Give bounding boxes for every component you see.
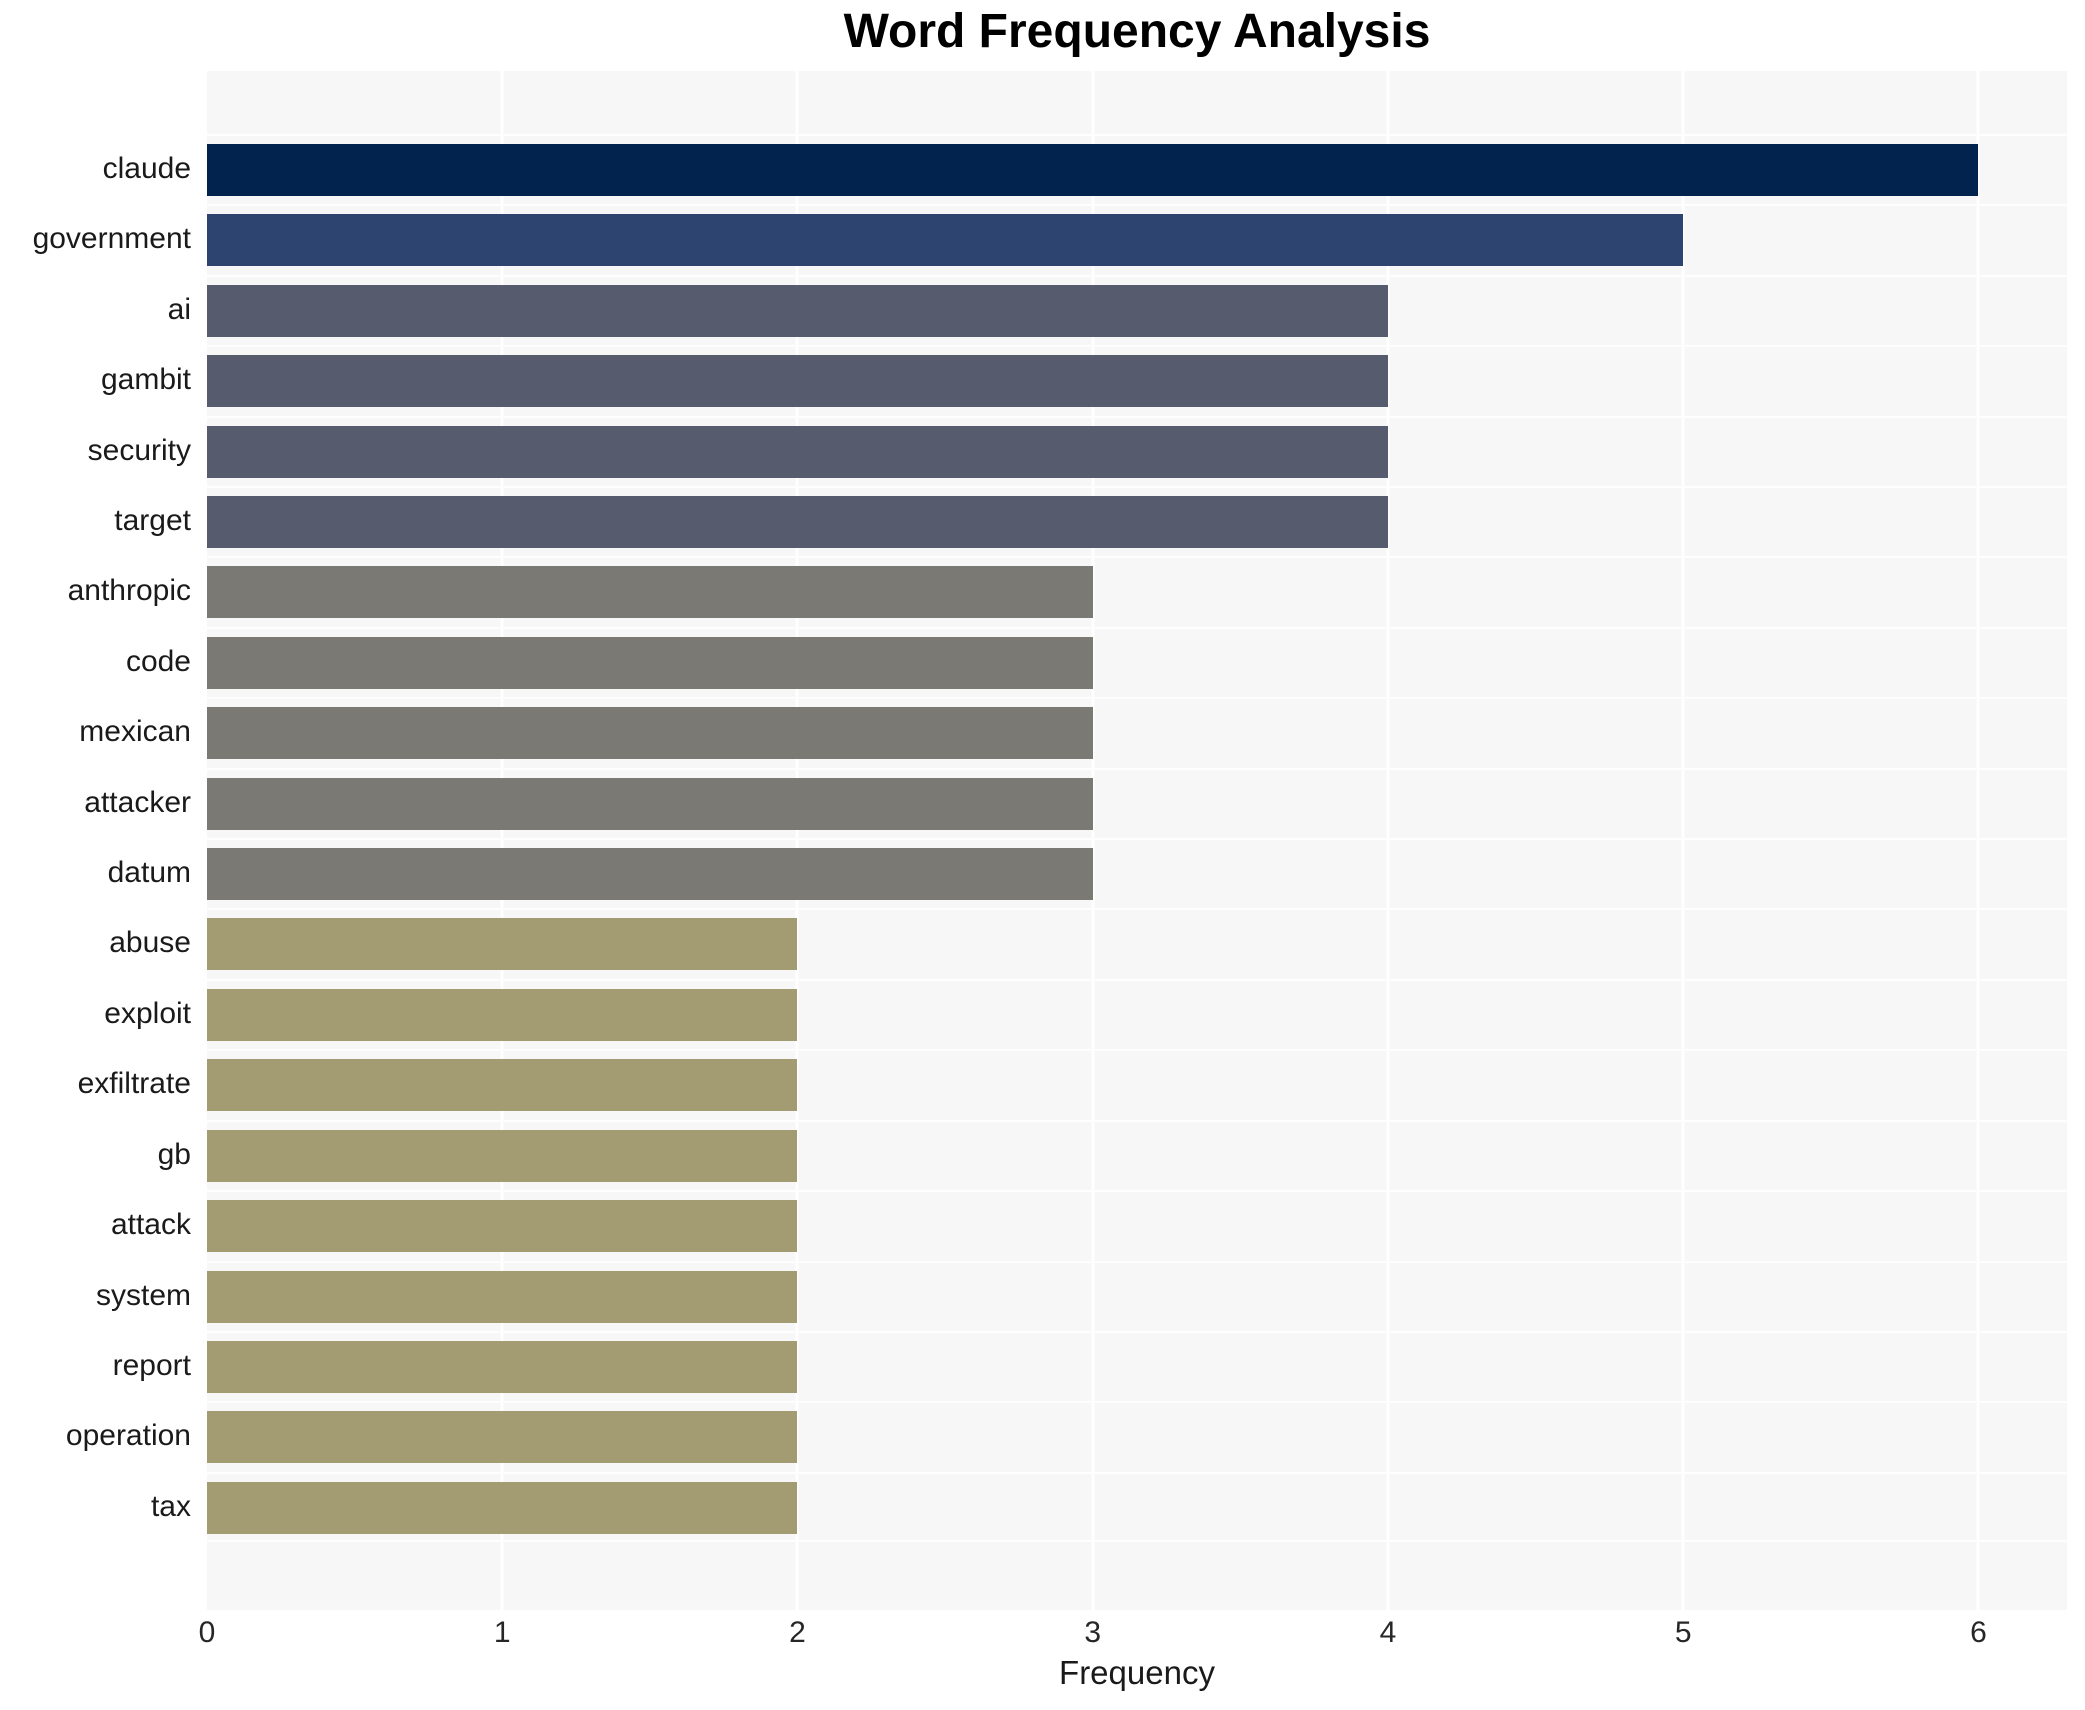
bar [207, 777, 1093, 830]
bar [207, 425, 1388, 478]
bar-row: attacker [84, 767, 2067, 838]
bar-label: anthropic [67, 574, 191, 608]
bar-label: report [112, 1348, 191, 1382]
bar [207, 144, 1979, 196]
bar-label: gambit [100, 363, 191, 397]
bar-row: exfiltrate [78, 1049, 2067, 1119]
bar-row: abuse [109, 908, 2067, 978]
bar [207, 1059, 798, 1112]
bar-label: system [95, 1278, 191, 1312]
bar-row: security [88, 415, 2067, 486]
bar [207, 1129, 798, 1182]
x-axis: 0 1 2 3 4 5 6 [199, 1616, 2067, 1654]
bar [207, 1270, 798, 1323]
bar-row: datum [108, 838, 2067, 908]
gridlines [207, 71, 2067, 1610]
x-axis-tick: 0 [198, 1616, 216, 1649]
bar-label: mexican [79, 715, 191, 749]
plot-area: claude government ai gambit security target an… [33, 71, 2067, 1610]
bar-label: government [32, 222, 191, 256]
bar [207, 1340, 798, 1393]
x-axis-tick: 2 [789, 1616, 806, 1649]
bar [207, 1411, 798, 1464]
gridline-x-6 [1976, 71, 1980, 1610]
x-axis-tick: 3 [1084, 1616, 1102, 1649]
gridline-x-4 [1386, 71, 1390, 1610]
bar-label: abuse [109, 926, 191, 960]
bar-row: ai [168, 274, 2067, 345]
bar-row: report [113, 1330, 2067, 1401]
bar [207, 284, 1388, 337]
bar-row: mexican [79, 697, 2067, 767]
bar-label: tax [150, 1489, 191, 1523]
bar-row: system [96, 1260, 2067, 1331]
x-axis-tick: 5 [1674, 1616, 1692, 1649]
bar [207, 1481, 798, 1534]
x-axis-tick: 4 [1379, 1616, 1397, 1649]
bar-label: target [114, 504, 191, 538]
bar-label: exploit [104, 996, 191, 1030]
bar [207, 636, 1093, 689]
gridline-x-2 [795, 71, 799, 1610]
bar-label: security [87, 433, 191, 467]
bar [207, 988, 798, 1041]
x-axis-label: Frequency [1059, 1654, 1215, 1691]
bar-label: ai [167, 292, 191, 326]
bar-row: target [114, 486, 2067, 556]
bar-row: code [126, 626, 2067, 697]
bar [207, 707, 1093, 760]
bar-label: exfiltrate [77, 1067, 191, 1101]
x-axis-tick: 1 [493, 1616, 511, 1649]
bar-row: anthropic [68, 556, 2067, 626]
bar-row: operation [66, 1401, 2067, 1471]
bar [207, 848, 1093, 901]
bar-label: datum [107, 856, 191, 890]
bar-row: claude [103, 134, 2067, 204]
bar [207, 214, 1684, 267]
bar-label: attack [110, 1208, 191, 1242]
bar-rows: claude government ai gambit security target an… [33, 71, 2067, 1610]
gridline-x-3 [1091, 71, 1095, 1610]
bar-row: exploit [104, 978, 2067, 1049]
bar [207, 1200, 798, 1253]
bar-label: claude [102, 152, 191, 185]
bar-row: attack [111, 1190, 2067, 1260]
bar-label: code [125, 644, 191, 678]
bar [207, 566, 1093, 619]
bar-label: attacker [84, 785, 191, 819]
x-axis-tick: 6 [1970, 1616, 1987, 1649]
bar [207, 496, 1388, 549]
bar [207, 355, 1388, 408]
bar-label: gb [157, 1137, 191, 1171]
bar-row: gambit [101, 345, 2067, 415]
bar-row: gb [158, 1119, 2067, 1190]
bar-row: tax [151, 1471, 2067, 1542]
gridline-x-1 [500, 71, 504, 1610]
gridline-x-5 [1681, 71, 1685, 1610]
bar-label: operation [65, 1419, 191, 1453]
bar-row: government [33, 204, 2067, 274]
chart-title: Word Frequency Analysis [843, 5, 1431, 58]
bar [207, 918, 798, 971]
